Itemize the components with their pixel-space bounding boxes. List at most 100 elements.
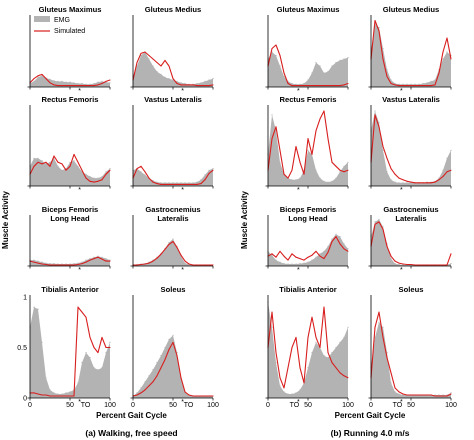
toe-off-label: TO: [290, 402, 300, 409]
simulated-point: [378, 221, 380, 223]
simulated-point: [184, 84, 186, 86]
emg-point: [168, 241, 170, 244]
simulated-point: [430, 394, 432, 396]
emg-point: [196, 82, 198, 85]
emg-point: [279, 385, 281, 387]
emg-point: [152, 369, 154, 371]
simulated-point: [85, 85, 87, 87]
emg-point: [188, 182, 190, 184]
simulated-point: [109, 260, 111, 262]
simulated-point: [156, 257, 158, 259]
simulated-point: [315, 85, 317, 87]
emg-point: [279, 161, 281, 163]
simulated-point: [335, 236, 337, 238]
simulated-point: [442, 51, 444, 53]
simulated-point: [101, 179, 103, 181]
emg-point: [97, 177, 99, 179]
emg-point: [45, 377, 47, 379]
emg-point: [327, 71, 329, 73]
toe-off-marker: *: [78, 88, 81, 95]
simulated-point: [442, 395, 444, 397]
simulated-point: [303, 382, 305, 384]
emg-point: [315, 61, 317, 64]
emg-point: [410, 83, 412, 85]
simulated-point: [275, 44, 277, 46]
simulated-point: [144, 51, 146, 53]
simulated-point: [382, 146, 384, 147]
simulated-point: [109, 79, 111, 81]
x-tick-label: 50: [169, 402, 177, 409]
simulated-point: [378, 126, 380, 128]
emg-point: [311, 259, 313, 261]
simulated-point: [188, 183, 190, 185]
emg-point: [347, 161, 349, 163]
simulated-point: [327, 85, 329, 87]
emg-point: [339, 59, 341, 62]
emg-point: [374, 221, 376, 223]
emg-point: [101, 80, 103, 82]
emg-point: [152, 65, 154, 67]
simulated-point: [57, 264, 59, 266]
simulated-point: [402, 263, 404, 265]
simulated-point: [299, 161, 301, 163]
emg-point: [275, 54, 277, 57]
x-tick-label: 0: [266, 402, 270, 409]
simulated-point: [446, 171, 448, 173]
simulated-point: [299, 85, 301, 87]
simulated-point: [97, 256, 99, 258]
simulated-point: [148, 262, 150, 264]
panel-walking-tib-ant: Tibialis Anterior * 0 50 100 TO: [27, 285, 116, 409]
emg-point: [33, 80, 35, 82]
simulated-point: [390, 83, 392, 84]
simulated-point: [65, 395, 67, 397]
simulated-point: [442, 264, 444, 266]
simulated-point: [339, 372, 341, 374]
emg-point: [299, 263, 301, 265]
emg-point: [323, 72, 325, 74]
emg-point: [37, 308, 39, 310]
simulated-point: [390, 372, 392, 374]
emg-point: [164, 346, 166, 349]
emg-point: [69, 81, 71, 83]
simulated-point: [160, 367, 162, 369]
emg-point: [200, 179, 202, 181]
simulated-point: [434, 395, 436, 397]
emg-point: [109, 82, 111, 84]
emg-point: [331, 65, 333, 67]
simulated-point: [450, 393, 452, 395]
emg-point: [398, 83, 400, 85]
simulated-point: [394, 84, 396, 86]
simulated-point: [283, 173, 285, 175]
simulated-point: [299, 367, 301, 369]
simulated-point: [283, 72, 285, 74]
simulated-point: [430, 85, 432, 87]
simulated-point: [414, 85, 416, 87]
panel-running-vast-lat: Vastus Lateralis *: [368, 95, 452, 194]
emg-point: [105, 352, 107, 354]
emg-point: [97, 81, 99, 83]
simulated-point: [69, 85, 71, 87]
simulated-point: [307, 138, 309, 140]
emg-point: [418, 83, 420, 85]
simulated-point: [212, 264, 214, 266]
emg-point: [315, 169, 317, 171]
panel-title: Vastus Lateralis: [144, 95, 202, 104]
simulated-point: [275, 256, 277, 258]
y-axis-label: Muscle Activity: [1, 190, 10, 248]
emg-point: [101, 367, 103, 369]
simulated-point: [89, 180, 91, 182]
emg-point: [339, 236, 341, 238]
emg-area: [133, 335, 213, 398]
emg-point: [65, 263, 67, 265]
panel-walking-vast-lat: Vastus Lateralis *: [130, 95, 214, 194]
simulated-point: [430, 264, 432, 266]
simulated-point: [93, 347, 95, 348]
simulated-point: [140, 52, 142, 54]
simulated-point: [382, 58, 384, 60]
emg-point: [291, 263, 293, 265]
simulated-point: [271, 311, 273, 313]
simulated-point: [180, 183, 182, 185]
panel-title: Rectus Femoris: [42, 95, 99, 104]
simulated-point: [418, 85, 420, 87]
